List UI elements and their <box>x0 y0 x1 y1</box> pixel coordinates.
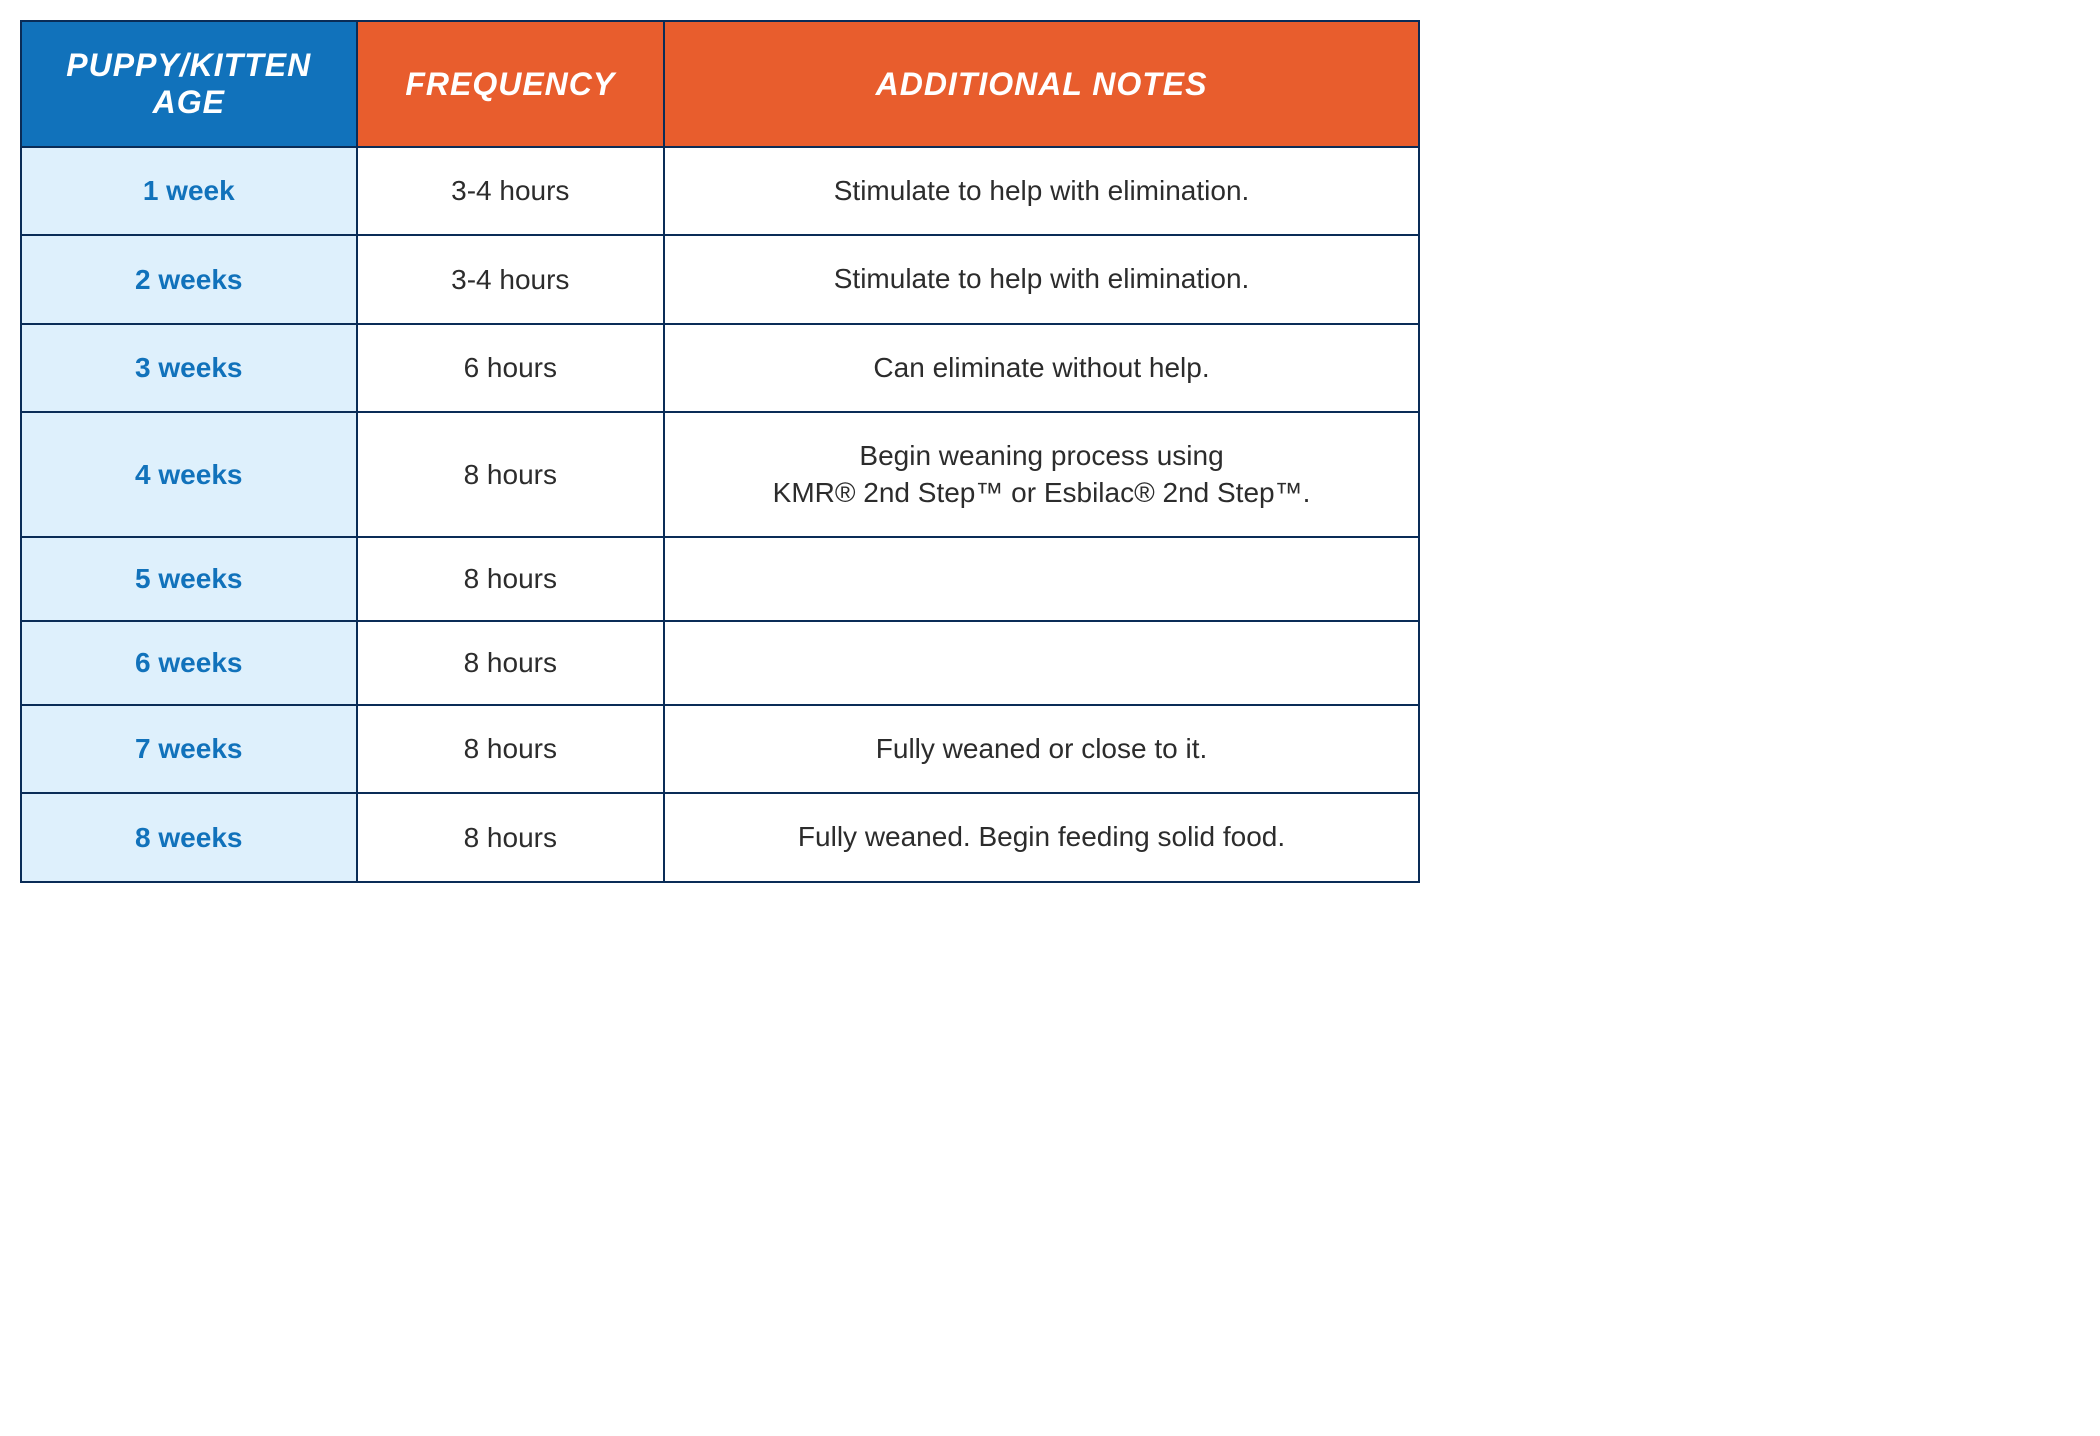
notes-cell: Begin weaning process usingKMR® 2nd Step… <box>664 412 1419 537</box>
age-cell: 3 weeks <box>21 324 357 412</box>
age-cell: 2 weeks <box>21 235 357 323</box>
notes-cell: Stimulate to help with elimination. <box>664 235 1419 323</box>
frequency-cell: 8 hours <box>357 793 665 881</box>
frequency-cell: 8 hours <box>357 705 665 793</box>
notes-cell: Fully weaned. Begin feeding solid food. <box>664 793 1419 881</box>
notes-cell: Can eliminate without help. <box>664 324 1419 412</box>
table-row: 2 weeks3-4 hoursStimulate to help with e… <box>21 235 1419 323</box>
frequency-cell: 3-4 hours <box>357 147 665 235</box>
age-cell: 1 week <box>21 147 357 235</box>
age-cell: 5 weeks <box>21 537 357 621</box>
table-row: 6 weeks8 hours <box>21 621 1419 705</box>
age-cell: 6 weeks <box>21 621 357 705</box>
age-cell: 8 weeks <box>21 793 357 881</box>
header-row: PUPPY/KITTENAGE FREQUENCY ADDITIONAL NOT… <box>21 21 1419 147</box>
table-row: 4 weeks8 hoursBegin weaning process usin… <box>21 412 1419 537</box>
notes-cell <box>664 621 1419 705</box>
header-notes-label: ADDITIONAL NOTES <box>876 66 1208 102</box>
table-row: 3 weeks6 hoursCan eliminate without help… <box>21 324 1419 412</box>
table-row: 7 weeks8 hoursFully weaned or close to i… <box>21 705 1419 793</box>
notes-cell: Fully weaned or close to it. <box>664 705 1419 793</box>
header-age: PUPPY/KITTENAGE <box>21 21 357 147</box>
table-row: 5 weeks8 hours <box>21 537 1419 621</box>
header-frequency-label: FREQUENCY <box>405 66 615 102</box>
header-notes: ADDITIONAL NOTES <box>664 21 1419 147</box>
age-cell: 4 weeks <box>21 412 357 537</box>
header-frequency: FREQUENCY <box>357 21 665 147</box>
feeding-schedule-table: PUPPY/KITTENAGE FREQUENCY ADDITIONAL NOT… <box>20 20 1420 883</box>
age-cell: 7 weeks <box>21 705 357 793</box>
header-age-label: PUPPY/KITTENAGE <box>66 47 311 120</box>
frequency-cell: 8 hours <box>357 537 665 621</box>
table-header: PUPPY/KITTENAGE FREQUENCY ADDITIONAL NOT… <box>21 21 1419 147</box>
frequency-cell: 8 hours <box>357 621 665 705</box>
frequency-cell: 6 hours <box>357 324 665 412</box>
table-row: 8 weeks8 hoursFully weaned. Begin feedin… <box>21 793 1419 881</box>
notes-cell <box>664 537 1419 621</box>
frequency-cell: 3-4 hours <box>357 235 665 323</box>
notes-cell: Stimulate to help with elimination. <box>664 147 1419 235</box>
table-row: 1 week3-4 hoursStimulate to help with el… <box>21 147 1419 235</box>
table-body: 1 week3-4 hoursStimulate to help with el… <box>21 147 1419 882</box>
frequency-cell: 8 hours <box>357 412 665 537</box>
